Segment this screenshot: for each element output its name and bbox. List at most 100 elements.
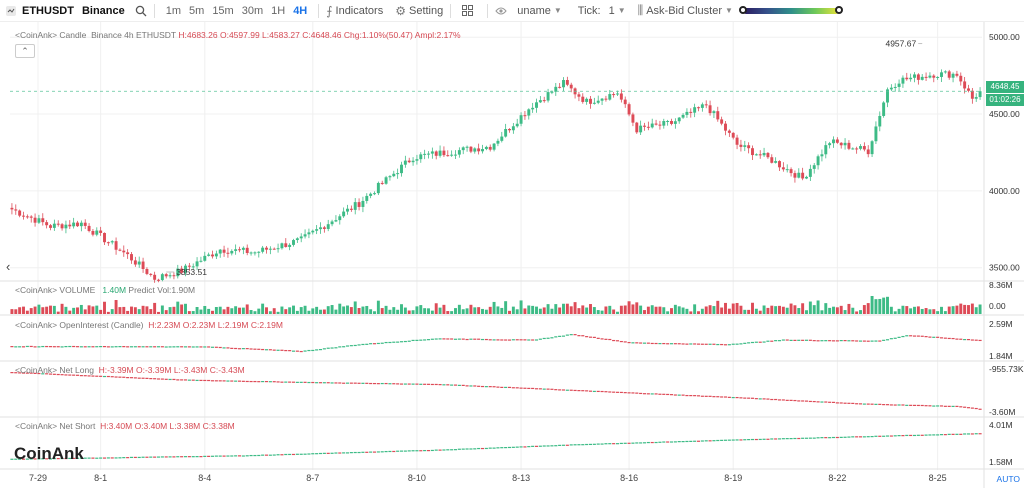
chart-canvas[interactable]: 7-29 8-1 8-4 8-7 8-10 8-13 8-16 8-19 8-22 8-25 500…: [0, 22, 1024, 488]
timeframe-1h[interactable]: 1H: [271, 4, 286, 17]
volume-bar: [311, 308, 315, 314]
setting-button[interactable]: ⚙ Setting: [395, 0, 443, 22]
volume-bar: [673, 304, 677, 314]
tick-select[interactable]: Tick: 1 ▼: [578, 0, 626, 22]
indicator-candle: [56, 346, 60, 348]
indicator-candle: [631, 442, 635, 444]
candle-body: [245, 247, 249, 254]
volume-bar: [843, 310, 847, 314]
volume-bar: [585, 307, 589, 314]
indicator-candle: [693, 395, 697, 397]
candle-body: [180, 268, 184, 273]
candle-body: [157, 279, 160, 281]
indicator-candle: [365, 343, 369, 345]
indicator-candle: [118, 346, 122, 348]
indicator-candle: [361, 343, 365, 346]
indicator-candle: [210, 380, 215, 382]
volume-bar: [430, 310, 434, 314]
indicator-candle: [18, 458, 22, 460]
indicator-candle: [164, 378, 168, 380]
indicator-candle: [531, 387, 535, 390]
indicator-candle: [318, 452, 323, 455]
search-icon[interactable]: [135, 0, 147, 22]
indicator-candle: [735, 396, 739, 399]
volume-bar: [600, 310, 604, 314]
indicator-candle: [253, 348, 257, 350]
indicator-candle: [492, 386, 496, 388]
indicator-candle: [488, 447, 492, 449]
last-price-tag: 4648.45: [986, 81, 1024, 93]
timeframe-15m[interactable]: 15m: [212, 4, 234, 17]
indicator-candle: [442, 338, 446, 340]
timeframe-5m[interactable]: 5m: [189, 4, 205, 17]
candle-body: [743, 145, 747, 147]
indicator-candle: [102, 346, 107, 348]
collapse-legend-button[interactable]: ⌃: [15, 44, 35, 58]
timeframe-4h[interactable]: 4H: [293, 4, 308, 17]
volume-bar: [550, 308, 554, 314]
indicator-candle: [257, 348, 261, 350]
layout-grid-icon[interactable]: [462, 0, 474, 22]
candle-body: [496, 140, 500, 144]
candle-body: [920, 76, 924, 80]
palette-gradient[interactable]: [738, 5, 843, 14]
timeframe-30m[interactable]: 30m: [241, 4, 264, 17]
candle-body: [862, 146, 866, 150]
indicator-candle: [403, 450, 407, 452]
indicator-candle: [978, 433, 982, 435]
indicator-candle: [380, 342, 384, 344]
cluster-select[interactable]: ⫼ Ask-Bid Cluster ▼: [638, 0, 733, 22]
candle-body: [172, 275, 176, 277]
volume-bar: [164, 310, 168, 314]
candle-body: [970, 90, 974, 99]
indicator-candle: [118, 376, 122, 378]
indicator-candle: [284, 381, 288, 383]
indicator-candle: [743, 439, 747, 441]
indicator-candle: [970, 339, 974, 341]
candle-body: [866, 149, 870, 155]
indicator-candle: [963, 406, 967, 408]
indicator-candle: [207, 455, 211, 457]
volume-bar: [754, 308, 758, 314]
volume-bar: [357, 308, 361, 314]
chevron-down-icon: ▼: [617, 6, 626, 15]
indicator-candle: [349, 452, 353, 454]
indicator-candle: [52, 346, 56, 348]
indicator-candle: [450, 449, 454, 451]
timeframe-1m[interactable]: 1m: [165, 4, 182, 17]
symbol-label[interactable]: ETHUSDT: [22, 4, 74, 17]
candle-body: [654, 123, 658, 125]
indicator-candle: [708, 440, 712, 442]
candle-body: [967, 88, 970, 91]
volume-bar: [727, 308, 731, 314]
candle-body: [434, 151, 438, 156]
volume-bar: [970, 303, 974, 314]
indicator-candle: [415, 383, 419, 385]
indicator-candle: [527, 446, 531, 448]
heatmap-palette-slider[interactable]: [733, 0, 843, 22]
indicator-candle: [226, 347, 230, 349]
indicator-candle: [45, 458, 49, 460]
chevron-left-icon[interactable]: ‹: [6, 259, 11, 274]
auto-scale-button[interactable]: AUTO: [996, 474, 1020, 484]
exchange-label[interactable]: Binance: [81, 4, 125, 17]
indicator-candle: [234, 380, 238, 382]
indicator-candle: [812, 437, 816, 439]
candle-body: [808, 168, 812, 177]
volume-bar: [523, 308, 527, 314]
indicators-button[interactable]: ⨍ Indicators: [326, 0, 383, 22]
volume-bar: [299, 307, 303, 314]
candle-body: [581, 96, 585, 102]
indicator-candle: [750, 341, 755, 344]
indicator-candle: [153, 346, 157, 348]
user-select[interactable]: uname ▼: [517, 0, 562, 22]
indicator-candle: [488, 339, 492, 341]
indicator-candle: [878, 435, 882, 437]
candle-body: [974, 97, 978, 99]
toolbar-divider: [487, 3, 489, 18]
indicator-candle: [843, 340, 847, 342]
candle-body: [608, 94, 612, 100]
eye-icon[interactable]: [495, 0, 507, 22]
volume-bar: [866, 303, 870, 314]
indicator-candle: [569, 389, 573, 391]
